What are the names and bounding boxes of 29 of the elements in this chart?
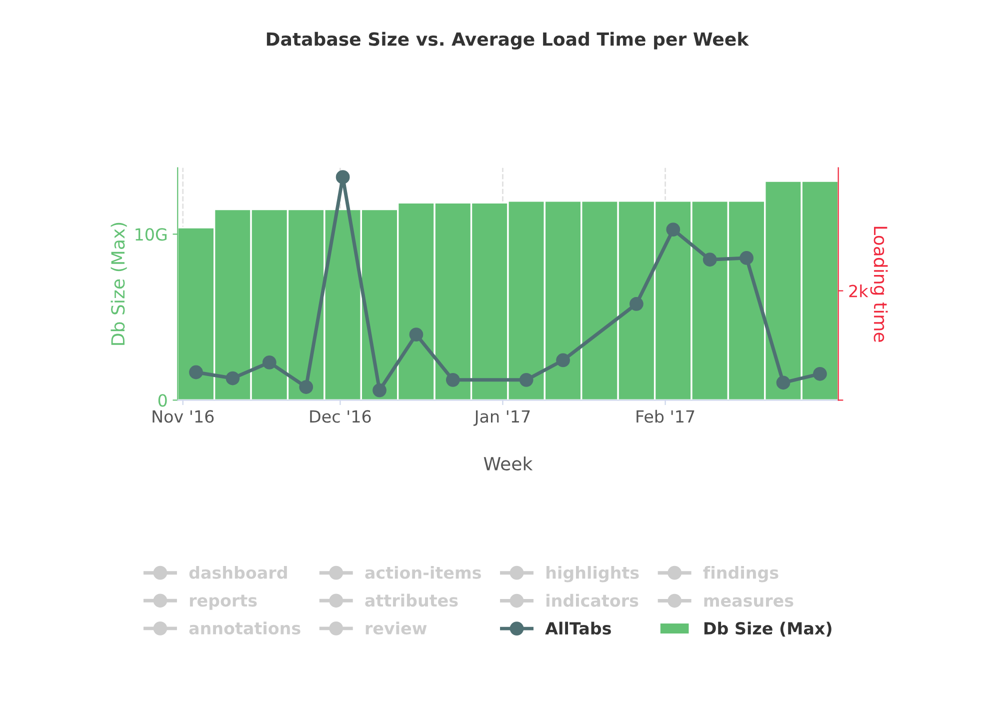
point xyxy=(226,371,240,386)
point xyxy=(776,376,790,390)
x-tick-label: Feb '17 xyxy=(636,410,694,423)
legend-label: AllTabs xyxy=(545,622,611,635)
chart-title: Database Size vs. Average Load Time per Week xyxy=(266,32,750,50)
y2-tick-label: 2k xyxy=(849,284,868,298)
x-tick-label: Jan '17 xyxy=(473,410,530,426)
y-tick-label: 10G xyxy=(136,228,167,241)
point xyxy=(702,252,717,267)
x-axis-title: Week xyxy=(484,456,533,471)
y-axis-title: Db Size (Max) xyxy=(110,222,127,345)
point xyxy=(740,251,754,265)
point xyxy=(519,372,534,387)
point xyxy=(409,328,424,342)
y-tick-label: 0 xyxy=(158,394,167,407)
point xyxy=(556,353,570,368)
x-tick-label: Nov '16 xyxy=(152,410,214,423)
point xyxy=(446,372,460,387)
point xyxy=(630,296,644,311)
legend-label: Db Size (Max) xyxy=(704,622,832,637)
point xyxy=(372,383,386,398)
point xyxy=(189,365,203,380)
y2-axis-title: Loading time xyxy=(870,226,888,342)
point xyxy=(666,222,680,237)
x-tick-label: Dec '16 xyxy=(310,410,371,423)
point xyxy=(262,355,276,370)
point xyxy=(813,366,827,381)
point xyxy=(336,170,350,184)
point xyxy=(299,380,314,394)
